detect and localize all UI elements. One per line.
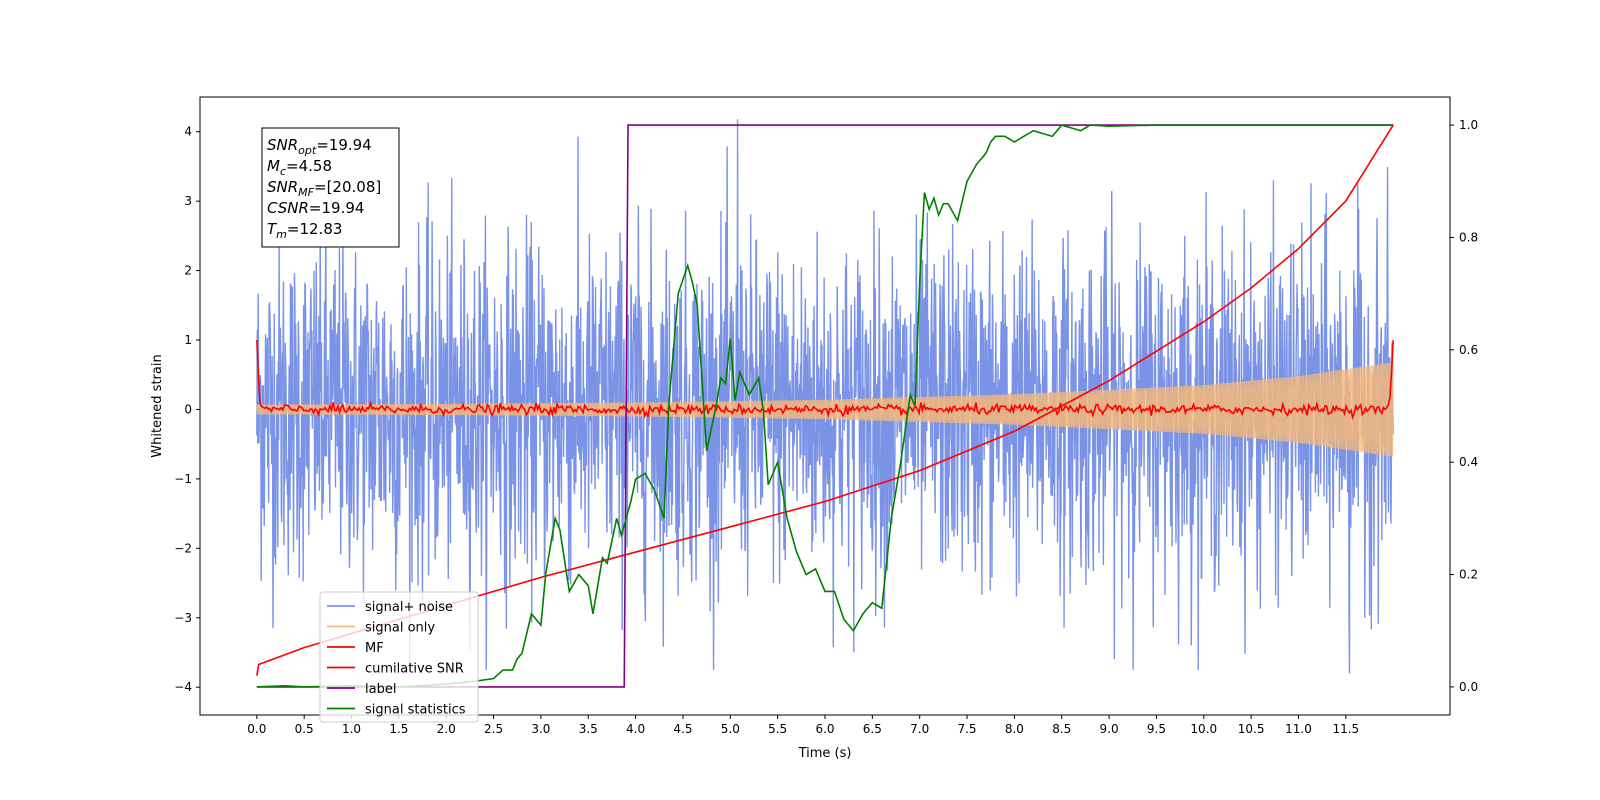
legend: signal+ noise signal only MF cumilative SNR… — [319, 591, 479, 723]
y2-tick-label: 0.6 — [1459, 343, 1478, 357]
x-tick-label: 2.5 — [484, 722, 503, 736]
series-signal-noise — [256, 119, 1394, 674]
y-tick-label: 3 — [184, 194, 192, 208]
x-axis-label: Time (s) — [798, 746, 852, 761]
y2-tick-label: 0.2 — [1459, 568, 1478, 582]
signal-statistics-line — [256, 124, 1394, 688]
signal-only-line — [256, 362, 1394, 457]
annotation-line: Mc=4.58 — [267, 157, 332, 178]
x-tick-label: 7.0 — [910, 722, 929, 736]
x-tick-label: 2.0 — [437, 722, 456, 736]
annotation-value: =19.94 — [316, 136, 372, 154]
y-axis-label: Whitened strain — [150, 354, 165, 457]
y-tick-label: 4 — [184, 125, 192, 139]
annotation-value: =19.94 — [309, 199, 365, 217]
annotation-subscript: c — [280, 165, 286, 178]
series-mf — [256, 339, 1394, 421]
x-tick-label: 1.5 — [389, 722, 408, 736]
legend-entry-label: signal+ noise — [365, 600, 453, 615]
y2-tick-label: 1.0 — [1459, 118, 1478, 132]
annotation-symbol: CSNR — [267, 199, 309, 217]
y-tick-label: −3 — [174, 611, 192, 625]
legend-frame — [319, 591, 479, 723]
annotation-line: SNRMF=[20.08] — [267, 178, 381, 199]
y-tick-label: 2 — [184, 264, 192, 278]
annotation-line: SNRopt=19.94 — [267, 136, 372, 157]
x-tick-label: 4.5 — [673, 722, 692, 736]
x-tick-label: 5.0 — [721, 722, 740, 736]
x-tick-label: 6.0 — [815, 722, 834, 736]
y-axis-right: 0.0 0.2 0.4 0.6 0.8 1.0 — [1450, 118, 1478, 694]
annotation-value: =[20.08] — [314, 178, 381, 196]
y-tick-label: −4 — [174, 680, 192, 694]
legend-entry-label: MF — [365, 641, 384, 656]
annotation-value: =4.58 — [286, 157, 332, 175]
series-signal-statistics — [256, 124, 1394, 688]
x-tick-label: 10.5 — [1238, 722, 1265, 736]
x-tick-label: 7.5 — [957, 722, 976, 736]
x-tick-label: 8.0 — [1005, 722, 1024, 736]
mf-line — [256, 339, 1394, 421]
y2-tick-label: 0.0 — [1459, 680, 1478, 694]
x-tick-label: 6.5 — [863, 722, 882, 736]
x-tick-label: 10.0 — [1190, 722, 1217, 736]
legend-entry-label: signal only — [365, 621, 435, 636]
x-tick-label: 9.0 — [1100, 722, 1119, 736]
x-tick-label: 0.5 — [295, 722, 314, 736]
stats-annotation-box: SNRopt=19.94Mc=4.58SNRMF=[20.08]CSNR=19.… — [261, 127, 400, 248]
x-tick-label: 4.0 — [626, 722, 645, 736]
x-tick-label: 1.0 — [342, 722, 361, 736]
y-tick-label: 0 — [184, 402, 192, 416]
annotation-subscript: opt — [298, 144, 317, 157]
x-tick-label: 3.0 — [531, 722, 550, 736]
series-signal-only — [256, 362, 1394, 457]
annotation-symbol: T — [267, 220, 278, 238]
annotation-frame — [261, 127, 400, 248]
annotation-symbol: SNR — [267, 136, 298, 154]
x-tick-label: 5.5 — [768, 722, 787, 736]
legend-entry-label: signal statistics — [365, 703, 466, 718]
x-tick-label: 8.5 — [1052, 722, 1071, 736]
y-tick-label: −2 — [174, 541, 192, 555]
x-tick-label: 11.5 — [1332, 722, 1359, 736]
annotation-subscript: MF — [298, 186, 314, 199]
annotation-subscript: m — [276, 228, 287, 241]
x-tick-label: 9.5 — [1147, 722, 1166, 736]
annotation-value: =12.83 — [287, 220, 343, 238]
y2-tick-label: 0.4 — [1459, 455, 1478, 469]
y-tick-label: 1 — [184, 333, 192, 347]
signal-noise-line — [256, 119, 1394, 674]
x-tick-label: 0.0 — [247, 722, 266, 736]
x-tick-label: 3.5 — [579, 722, 598, 736]
legend-entry-label: label — [365, 682, 396, 697]
annotation-line: Tm=12.83 — [267, 220, 342, 241]
annotation-symbol: M — [267, 157, 280, 175]
annotation-line: CSNR=19.94 — [267, 199, 364, 217]
y-axis-left: −4 −3 −2 −1 0 1 2 3 4 — [174, 125, 200, 694]
legend-entry-label: cumilative SNR — [365, 662, 464, 677]
x-tick-label: 11.0 — [1285, 722, 1312, 736]
y-tick-label: −1 — [174, 472, 192, 486]
y2-tick-label: 0.8 — [1459, 230, 1478, 244]
annotation-symbol: SNR — [267, 178, 298, 196]
x-axis: 0.0 0.5 1.0 1.5 2.0 2.5 3.0 3.5 4.0 4.5 5.0 5.5 6.0 6… — [247, 715, 1359, 736]
